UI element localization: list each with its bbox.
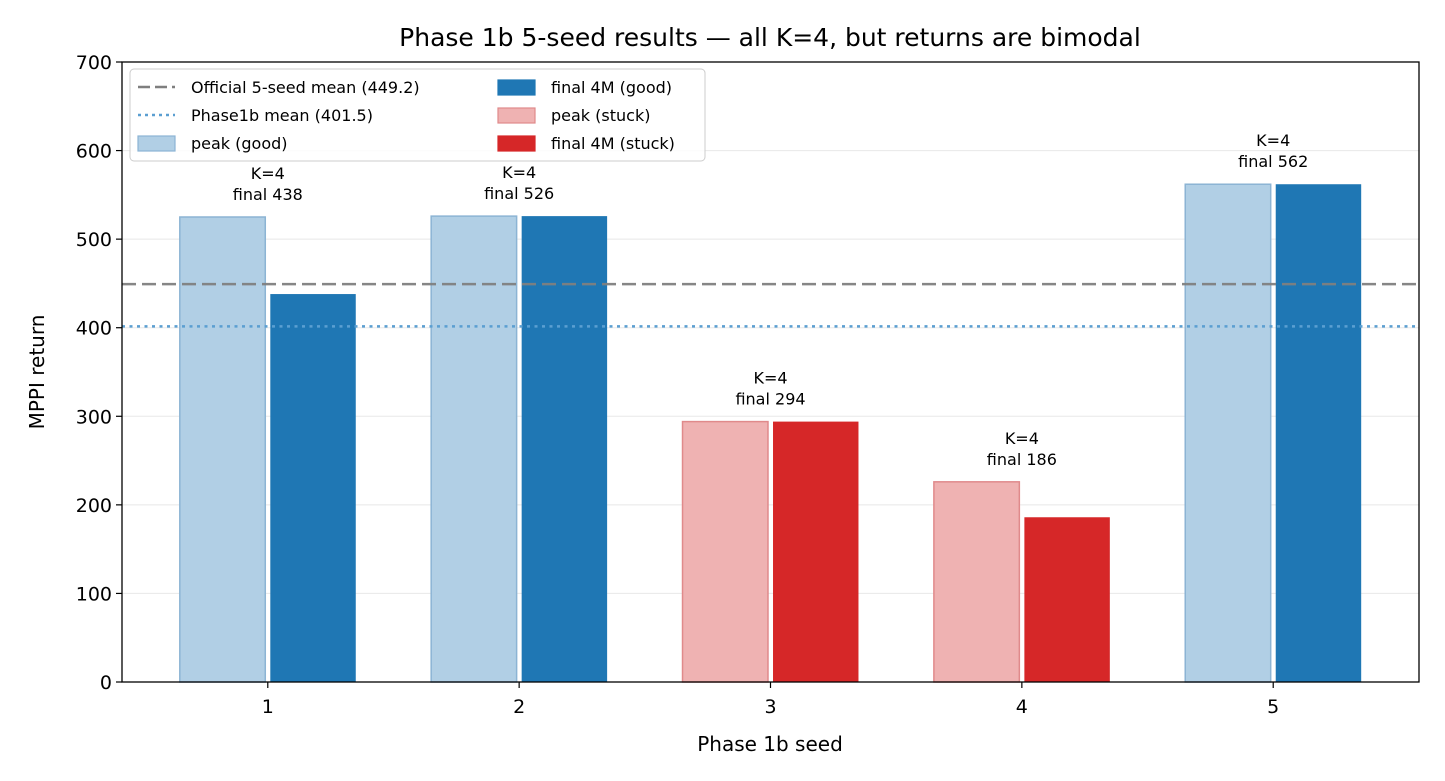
bar-annotation-k: K=4 (502, 163, 536, 182)
y-tick-label: 100 (76, 583, 112, 605)
legend-swatch-patch (497, 79, 536, 96)
bar-annotation-final: final 526 (484, 184, 554, 203)
final-bar-seed-3 (773, 421, 859, 682)
x-tick-label: 1 (262, 696, 274, 718)
legend-label: final 4M (good) (551, 78, 672, 97)
legend: Official 5-seed mean (449.2) Phase1b mean… (129, 68, 706, 162)
y-axis-ticks: 0 100 200 300 400 500 600 700 (76, 52, 122, 694)
legend-label: peak (good) (191, 134, 288, 153)
peak-bar-seed-2 (430, 215, 518, 683)
bar-annotation-final: final 562 (1238, 152, 1308, 171)
peak-bar-seed-4 (933, 481, 1021, 683)
y-tick-label: 500 (76, 229, 112, 251)
legend-box (129, 68, 706, 162)
bar-annotations: K=4 final 438 K=4 final 526 K=4 final 294 K=4 f… (233, 131, 1309, 469)
final-bar-seed-4 (1024, 517, 1110, 682)
bar-annotation-k: K=4 (753, 369, 787, 388)
bars (179, 183, 1362, 683)
x-axis-label: Phase 1b seed (697, 732, 843, 756)
x-tick-label: 3 (764, 696, 776, 718)
reference-lines (122, 282, 1419, 328)
chart-title: Phase 1b 5-seed results — all K=4, but r… (399, 23, 1141, 52)
peak-bar-seed-3 (681, 420, 769, 683)
legend-label: peak (stuck) (551, 106, 650, 125)
x-tick-label: 2 (513, 696, 525, 718)
y-tick-label: 400 (76, 318, 112, 340)
bar-annotation-final: final 186 (987, 450, 1057, 469)
bar-annotation-k: K=4 (1256, 131, 1290, 150)
x-axis-ticks: 1 2 3 4 5 (262, 682, 1279, 718)
x-tick-label: 5 (1267, 696, 1279, 718)
bar-annotation-final: final 294 (735, 390, 805, 409)
legend-label: Official 5-seed mean (449.2) (191, 78, 420, 97)
x-tick-label: 4 (1016, 696, 1028, 718)
y-tick-label: 600 (76, 141, 112, 163)
y-tick-label: 0 (100, 672, 112, 694)
peak-bar-seed-5 (1184, 183, 1272, 683)
y-tick-label: 200 (76, 495, 112, 517)
legend-label: Phase1b mean (401.5) (191, 106, 373, 125)
final-bar-seed-2 (521, 216, 608, 682)
legend-swatch-patch (497, 135, 536, 152)
bar-annotation-k: K=4 (251, 164, 285, 183)
final-bar-seed-1 (270, 294, 356, 682)
legend-swatch-patch (497, 107, 536, 124)
legend-label: final 4M (stuck) (551, 134, 675, 153)
legend-swatch-patch (137, 135, 176, 152)
bar-annotation-k: K=4 (1005, 429, 1039, 448)
y-tick-label: 700 (76, 52, 112, 74)
bar-annotation-final: final 438 (233, 185, 303, 204)
peak-bar-seed-1 (179, 216, 267, 683)
y-tick-label: 300 (76, 406, 112, 428)
final-bar-seed-5 (1275, 184, 1362, 682)
y-axis-label: MPPI return (25, 315, 49, 430)
